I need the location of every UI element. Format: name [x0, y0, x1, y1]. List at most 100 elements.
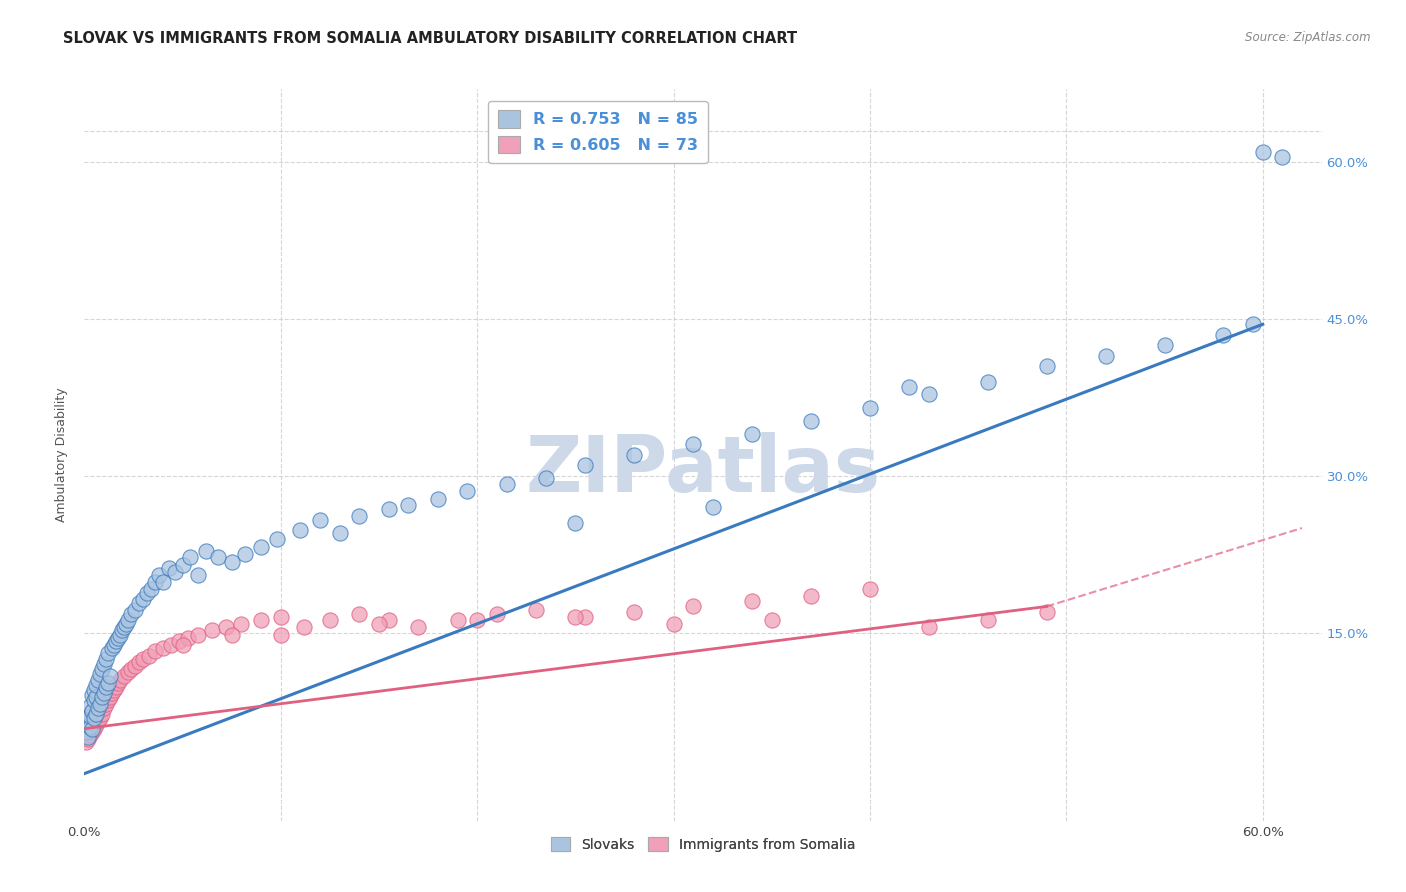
Point — [117, 613, 139, 627]
Point — [761, 613, 783, 627]
Point — [128, 655, 150, 669]
Point — [77, 732, 100, 747]
Point — [741, 594, 763, 608]
Point — [84, 707, 107, 722]
Point — [152, 641, 174, 656]
Point — [574, 458, 596, 473]
Point — [77, 722, 100, 736]
Point — [179, 550, 201, 565]
Point — [270, 627, 292, 641]
Point — [89, 711, 111, 725]
Point — [117, 665, 139, 680]
Point — [152, 575, 174, 590]
Point — [79, 698, 101, 713]
Point — [456, 484, 478, 499]
Point — [84, 678, 107, 692]
Point — [163, 565, 186, 579]
Point — [111, 624, 134, 638]
Point — [177, 631, 200, 645]
Point — [112, 620, 135, 634]
Point — [159, 638, 181, 652]
Point — [98, 690, 121, 705]
Point — [143, 575, 166, 590]
Point — [349, 508, 371, 523]
Point — [79, 728, 101, 742]
Point — [136, 586, 159, 600]
Point — [79, 720, 101, 734]
Point — [75, 724, 97, 739]
Point — [103, 638, 125, 652]
Point — [83, 693, 105, 707]
Point — [207, 550, 229, 565]
Point — [83, 683, 105, 698]
Text: Source: ZipAtlas.com: Source: ZipAtlas.com — [1246, 31, 1371, 45]
Point — [235, 547, 257, 561]
Point — [94, 680, 117, 694]
Point — [682, 599, 704, 614]
Point — [564, 516, 586, 530]
Point — [201, 624, 224, 638]
Point — [93, 686, 115, 700]
Point — [187, 568, 209, 582]
Point — [446, 613, 468, 627]
Point — [682, 437, 704, 451]
Point — [87, 673, 110, 687]
Point — [465, 613, 488, 627]
Point — [75, 714, 97, 729]
Point — [1251, 145, 1274, 159]
Point — [82, 704, 104, 718]
Point — [309, 513, 332, 527]
Point — [187, 627, 209, 641]
Point — [138, 648, 160, 663]
Point — [918, 620, 941, 634]
Point — [623, 605, 645, 619]
Point — [83, 711, 105, 725]
Point — [329, 526, 352, 541]
Point — [396, 498, 419, 512]
Point — [221, 554, 243, 568]
Point — [84, 717, 107, 731]
Point — [319, 613, 342, 627]
Point — [84, 707, 107, 722]
Point — [114, 617, 136, 632]
Point — [1241, 318, 1264, 332]
Point — [250, 613, 273, 627]
Point — [859, 582, 882, 596]
Point — [231, 617, 253, 632]
Point — [94, 651, 117, 665]
Point — [574, 610, 596, 624]
Point — [97, 675, 120, 690]
Point — [121, 607, 143, 621]
Point — [1212, 327, 1234, 342]
Point — [82, 714, 104, 729]
Point — [250, 540, 273, 554]
Point — [1271, 150, 1294, 164]
Point — [702, 500, 724, 515]
Point — [143, 644, 166, 658]
Point — [139, 582, 162, 596]
Point — [495, 477, 517, 491]
Point — [266, 532, 288, 546]
Point — [75, 724, 97, 739]
Point — [83, 722, 105, 736]
Point — [157, 561, 180, 575]
Point — [426, 491, 449, 506]
Text: ZIPatlas: ZIPatlas — [526, 432, 880, 508]
Point — [349, 607, 371, 621]
Point — [800, 415, 823, 429]
Point — [485, 607, 508, 621]
Point — [77, 730, 100, 744]
Point — [378, 613, 401, 627]
Point — [290, 523, 312, 537]
Point — [741, 427, 763, 442]
Point — [270, 610, 292, 624]
Point — [108, 627, 131, 641]
Point — [977, 375, 1000, 389]
Point — [124, 602, 146, 616]
Point — [406, 620, 429, 634]
Point — [107, 631, 129, 645]
Point — [94, 697, 117, 711]
Point — [97, 693, 120, 707]
Point — [83, 711, 105, 725]
Point — [1035, 359, 1057, 373]
